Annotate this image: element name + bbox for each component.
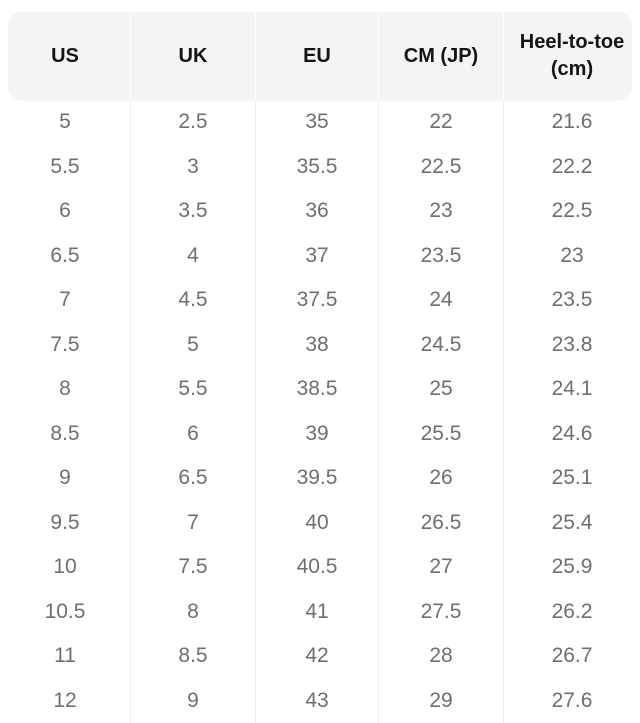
size-conversion-table: US UK EU CM (JP) Heel-to-toe (cm) 5 2.5 35… — [0, 12, 640, 723]
table-header-cells: US UK EU CM (JP) Heel-to-toe (cm) — [0, 12, 640, 100]
table-cell: 9.5 — [50, 510, 80, 534]
column-header-uk: UK — [130, 12, 255, 100]
table-cell: 7 — [130, 500, 255, 545]
table-cell: 40.5 — [255, 545, 378, 590]
table-cell: 27 — [378, 545, 503, 590]
table-cell: 3.5 — [130, 189, 255, 234]
table-cell: 28 — [378, 634, 503, 679]
table-cell: 5 — [130, 322, 255, 367]
table-cell: 23.5 — [503, 278, 640, 323]
table-cell: 12 — [53, 688, 77, 712]
table-cell: 25.5 — [378, 411, 503, 456]
table-cell: 6 — [130, 411, 255, 456]
table-cell: 25.1 — [503, 456, 640, 501]
table-cell: 24.6 — [503, 411, 640, 456]
table-cell: 4 — [130, 233, 255, 278]
table-cell: 9 — [59, 466, 71, 490]
table-cell: 8 — [59, 377, 71, 401]
column-header-us: US — [51, 44, 79, 67]
table-cell: 40 — [255, 500, 378, 545]
table-cell: 3 — [130, 144, 255, 189]
table-row: 12 9 43 29 27.6 — [0, 678, 640, 723]
table-cell: 23.8 — [503, 322, 640, 367]
table-cell: 5.5 — [130, 367, 255, 412]
table-cell: 6 — [59, 199, 71, 223]
table-cell: 8.5 — [130, 634, 255, 679]
table-row: 5 2.5 35 22 21.6 — [0, 100, 640, 145]
table-cell: 8 — [130, 589, 255, 634]
table-row: 8 5.5 38.5 25 24.1 — [0, 367, 640, 412]
table-cell: 38 — [255, 322, 378, 367]
table-cell: 24.1 — [503, 367, 640, 412]
table-cell: 26.2 — [503, 589, 640, 634]
table-cell: 26 — [378, 456, 503, 501]
column-header-eu: EU — [255, 12, 378, 100]
table-cell: 2.5 — [130, 100, 255, 145]
table-cell: 6.5 — [50, 243, 80, 267]
table-cell: 23 — [503, 233, 640, 278]
table-cell: 27.5 — [378, 589, 503, 634]
table-cell: 7 — [59, 288, 71, 312]
table-cell: 25.4 — [503, 500, 640, 545]
table-cell: 10 — [53, 555, 77, 579]
table-cell: 23.5 — [378, 233, 503, 278]
table-cell: 21.6 — [503, 100, 640, 145]
table-cell: 43 — [255, 678, 378, 723]
table-cell: 26.7 — [503, 634, 640, 679]
table-cell: 24 — [378, 278, 503, 323]
table-row: 11 8.5 42 28 26.7 — [0, 634, 640, 679]
table-cell: 39.5 — [255, 456, 378, 501]
table-cell: 5.5 — [50, 154, 80, 178]
table-cell: 42 — [255, 634, 378, 679]
table-cell: 9 — [130, 678, 255, 723]
table-cell: 35 — [255, 100, 378, 145]
table-cell: 37 — [255, 233, 378, 278]
table-row: 10 7.5 40.5 27 25.9 — [0, 545, 640, 590]
table-cell: 38.5 — [255, 367, 378, 412]
table-body: 5 2.5 35 22 21.6 5.5 3 35.5 22.5 22.2 6 3.5 36 23 22.5… — [0, 100, 640, 723]
table-cell: 22 — [378, 100, 503, 145]
table-header-background — [8, 12, 632, 100]
table-cell: 6.5 — [130, 456, 255, 501]
table-cell: 10.5 — [44, 599, 86, 623]
table-cell: 22.2 — [503, 144, 640, 189]
table-cell: 27.6 — [503, 678, 640, 723]
table-row: 6.5 4 37 23.5 23 — [0, 233, 640, 278]
table-cell: 5 — [59, 110, 71, 134]
table-row: 9 6.5 39.5 26 25.1 — [0, 456, 640, 501]
table-row: 10.5 8 41 27.5 26.2 — [0, 589, 640, 634]
table-row: 5.5 3 35.5 22.5 22.2 — [0, 144, 640, 189]
table-cell: 37.5 — [255, 278, 378, 323]
column-header-cm-jp: CM (JP) — [378, 12, 503, 100]
table-cell: 29 — [378, 678, 503, 723]
table-cell: 22.5 — [503, 189, 640, 234]
table-cell: 8.5 — [50, 421, 80, 445]
table-header-row: US UK EU CM (JP) Heel-to-toe (cm) — [0, 12, 640, 100]
table-cell: 26.5 — [378, 500, 503, 545]
table-cell: 41 — [255, 589, 378, 634]
table-cell: 36 — [255, 189, 378, 234]
table-cell: 7.5 — [50, 332, 80, 356]
table-cell: 23 — [378, 189, 503, 234]
table-row: 7 4.5 37.5 24 23.5 — [0, 278, 640, 323]
table-row: 7.5 5 38 24.5 23.8 — [0, 322, 640, 367]
column-header-heel-to-toe: Heel-to-toe (cm) — [503, 12, 640, 100]
table-cell: 11 — [54, 644, 76, 668]
table-cell: 22.5 — [378, 144, 503, 189]
table-cell: 7.5 — [130, 545, 255, 590]
table-cell: 4.5 — [130, 278, 255, 323]
table-row: 8.5 6 39 25.5 24.6 — [0, 411, 640, 456]
table-cell: 35.5 — [255, 144, 378, 189]
table-cell: 25 — [378, 367, 503, 412]
table-cell: 24.5 — [378, 322, 503, 367]
table-cell: 25.9 — [503, 545, 640, 590]
table-cell: 39 — [255, 411, 378, 456]
table-row: 6 3.5 36 23 22.5 — [0, 189, 640, 234]
table-row: 9.5 7 40 26.5 25.4 — [0, 500, 640, 545]
